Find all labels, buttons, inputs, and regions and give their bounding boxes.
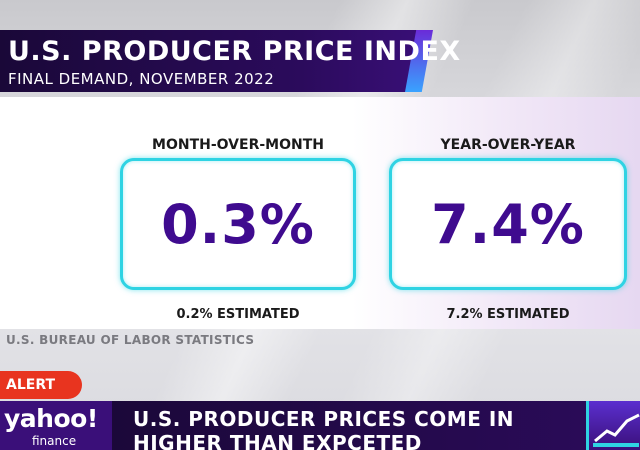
headline: U.S. PRODUCER PRICES COME IN HIGHER THAN…	[133, 407, 583, 450]
mom-box: 0.3%	[120, 158, 356, 290]
page-title: U.S. PRODUCER PRICE INDEX	[8, 36, 461, 67]
headline-bar	[112, 401, 592, 450]
alert-badge: ALERT	[0, 371, 82, 399]
logo-block	[0, 401, 112, 450]
page-subtitle: FINAL DEMAND, NOVEMBER 2022	[8, 70, 275, 88]
brand-chip	[586, 401, 640, 450]
source-credit: U.S. BUREAU OF LABOR STATISTICS	[6, 333, 255, 347]
yoy-box: 7.4%	[389, 158, 627, 290]
alert-label: ALERT	[6, 377, 56, 393]
yoy-value: 7.4%	[431, 192, 585, 256]
headline-line-1: U.S. PRODUCER PRICES COME IN	[133, 407, 515, 431]
yahoo-logo: yahoo!	[4, 404, 98, 433]
title-banner	[0, 30, 430, 92]
headline-line-2: HIGHER THAN EXPCETED	[133, 431, 422, 450]
yoy-label: YEAR-OVER-YEAR	[440, 137, 576, 153]
yoy-estimate: 7.2% ESTIMATED	[446, 307, 570, 322]
chart-line-icon	[593, 413, 640, 447]
mom-estimate: 0.2% ESTIMATED	[176, 307, 300, 322]
mom-value: 0.3%	[161, 192, 315, 256]
finance-logo-text: finance	[32, 434, 77, 448]
mom-label: MONTH-OVER-MONTH	[152, 137, 324, 153]
